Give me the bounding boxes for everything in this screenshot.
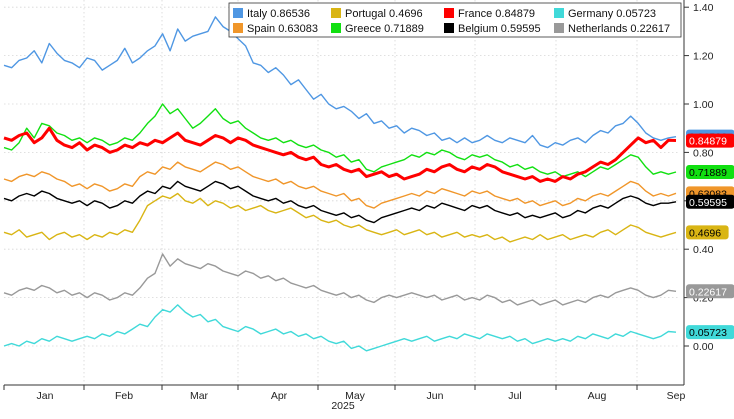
y-tick-label: 0.80: [693, 147, 714, 159]
value-tag-box: [686, 194, 734, 209]
series-line-germany: [3, 304, 677, 352]
legend-swatch: [331, 8, 341, 18]
legend-item-portugal: Portugal 0.4696: [331, 8, 423, 20]
value-tag-label: 0.84879: [689, 136, 727, 148]
series-line-italy: [3, 16, 677, 149]
x-tick-label: Apr: [271, 390, 288, 402]
legend-label: Netherlands 0.22617: [568, 23, 670, 35]
grid-layer: [4, 0, 680, 385]
value-tag-belgium: 0.59595: [686, 194, 734, 209]
x-tick-label: Jun: [427, 390, 444, 402]
value-tag-portugal: 0.4696: [686, 225, 729, 240]
value-tag-france: 0.84879: [686, 133, 734, 148]
value-tags: 0.865360.46960.848790.057230.630830.7188…: [686, 129, 734, 339]
legend-label: Germany 0.05723: [568, 8, 656, 20]
value-tag-box: [686, 225, 729, 240]
legend-swatch: [331, 23, 341, 33]
y-tick-label: 1.00: [693, 99, 714, 111]
legend-item-greece: Greece 0.71889: [331, 23, 424, 35]
legend: Italy 0.86536 Portugal 0.4696 France 0.848…: [228, 2, 682, 38]
legend-label: Belgium 0.59595: [458, 23, 541, 35]
series-line-portugal: [3, 192, 677, 243]
legend-item-italy: Italy 0.86536: [233, 8, 310, 20]
value-tag-label: 0.71889: [689, 167, 727, 179]
year-label: 2025: [331, 400, 355, 412]
value-tag-label: 0.4696: [689, 227, 721, 239]
legend-label: Portugal 0.4696: [345, 8, 423, 20]
y-tick-label: 0.00: [693, 341, 714, 353]
x-tick-label: Mar: [190, 390, 209, 402]
legend-swatch: [554, 23, 564, 33]
legend-label: Spain 0.63083: [247, 23, 318, 35]
value-tag-greece: 0.71889: [686, 165, 734, 179]
x-tick-label: Jan: [37, 390, 54, 402]
series-line-netherlands: [3, 253, 677, 306]
value-tag-netherlands: 0.22617: [686, 284, 734, 298]
value-tag-box: [686, 325, 734, 340]
value-tag-box: [686, 133, 734, 148]
legend-box: [228, 2, 682, 38]
legend-swatch: [444, 23, 454, 33]
series-line-france: [3, 126, 677, 183]
series-lines: [3, 16, 677, 352]
y-tick-label: 1.20: [693, 51, 714, 63]
legend-swatch: [233, 8, 243, 18]
x-tick-label: Sep: [667, 390, 686, 402]
x-tick-label: Feb: [115, 390, 133, 402]
legend-item-spain: Spain 0.63083: [233, 23, 318, 35]
legend-swatch: [444, 8, 454, 18]
x-tick-label: Jul: [508, 390, 521, 402]
legend-swatch: [554, 8, 564, 18]
legend-swatch: [233, 23, 243, 33]
series-line-belgium: [3, 180, 677, 224]
legend-label: Italy 0.86536: [247, 8, 310, 20]
value-tag-germany: 0.05723: [686, 325, 734, 339]
legend-item-netherlands: Netherlands 0.22617: [554, 23, 670, 35]
value-tag-label: 0.05723: [689, 327, 727, 339]
x-tick-label: May: [345, 390, 366, 402]
legend-item-germany: Germany 0.05723: [554, 8, 656, 20]
series-line-spain: [3, 161, 677, 209]
x-tick-label: Aug: [588, 390, 607, 402]
value-tag-label: 0.59595: [689, 197, 727, 209]
value-tag-label: 0.22617: [689, 286, 727, 298]
value-tag-box: [686, 284, 734, 299]
legend-item-france: France 0.84879: [444, 8, 535, 20]
axes: Jan Feb Mar Apr May Jun Jul Aug Sep0.000.200.400…: [3, 0, 714, 402]
legend-label: Greece 0.71889: [345, 23, 424, 35]
y-tick-label: 0.40: [693, 244, 714, 256]
legend-item-belgium: Belgium 0.59595: [444, 23, 541, 35]
y-tick-label: 1.40: [693, 2, 714, 14]
value-tag-box: [686, 165, 734, 180]
legend-label: France 0.84879: [458, 8, 535, 20]
